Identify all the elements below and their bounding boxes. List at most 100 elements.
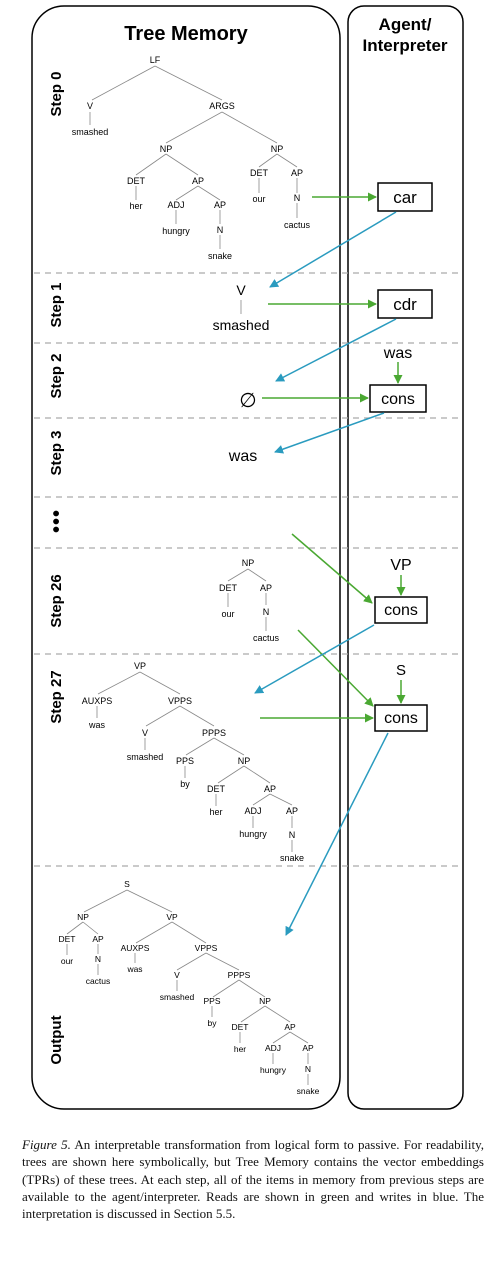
tree-step26: NP DET our AP N cactus <box>219 558 280 643</box>
node-n: N <box>95 954 101 964</box>
node-ap: AP <box>192 176 204 186</box>
leaf-our: our <box>61 956 73 966</box>
node-v: V <box>236 282 246 298</box>
op-label-cons: cons <box>381 391 415 408</box>
node-pps: PPS <box>176 756 194 766</box>
empty-set-symbol: ∅ <box>239 390 256 412</box>
write-arrow <box>254 624 375 694</box>
node-adj: ADJ <box>167 200 184 210</box>
write-arrows <box>254 211 397 936</box>
node-det: DET <box>232 1022 249 1032</box>
leaf-by: by <box>208 1018 218 1028</box>
caption-text: An interpretable transformation from log… <box>22 1137 484 1222</box>
leaf-hungry: hungry <box>162 226 190 236</box>
node-np: NP <box>259 996 271 1006</box>
op-box-car: car <box>377 182 433 212</box>
leaf-cactus: cactus <box>284 220 311 230</box>
leaf-our: our <box>221 609 234 619</box>
op-box-cons-2: cons <box>374 596 428 624</box>
node-ppps: PPPS <box>228 970 251 980</box>
figure-caption: Figure 5. An interpretable transformatio… <box>22 1136 484 1222</box>
leaf-smashed: smashed <box>213 317 270 333</box>
leaf-snake: snake <box>297 1086 320 1096</box>
leaf-snake: snake <box>280 853 304 863</box>
node-vpps: VPPS <box>195 943 218 953</box>
node-auxps: AUXPS <box>82 696 113 706</box>
node-n: N <box>305 1064 311 1074</box>
leaf-hungry: hungry <box>239 829 267 839</box>
step-label-27: Step 27 <box>48 670 65 723</box>
node-vp: VP <box>166 912 178 922</box>
node-vpps: VPPS <box>168 696 192 706</box>
tree-step0: LF V smashed ARGS NP DET her AP ADJ hung… <box>72 55 311 261</box>
node-np: NP <box>242 558 255 568</box>
leaf-was: was <box>126 964 142 974</box>
node-lf: LF <box>150 55 161 65</box>
tree-step27: VP AUXPS was VPPS V smashed PPPS PPS by … <box>82 661 304 863</box>
node-ap: AP <box>302 1043 314 1053</box>
step-label-26: Step 26 <box>48 574 65 627</box>
step-label-0: Step 0 <box>48 71 65 116</box>
node-adj: ADJ <box>265 1043 281 1053</box>
step-labels: Step 0 Step 1 Step 2 Step 3 ••• Step 26 … <box>46 71 68 1064</box>
node-ap: AP <box>214 200 226 210</box>
node-det: DET <box>59 934 76 944</box>
tree-memory-title: Tree Memory <box>124 23 248 45</box>
leaf-smashed: smashed <box>72 127 109 137</box>
node-v: V <box>174 970 180 980</box>
op-label-car: car <box>393 188 417 207</box>
memory-step3-was: was <box>228 448 257 465</box>
read-arrows <box>260 192 406 723</box>
read-arrow <box>297 629 374 707</box>
write-arrow <box>269 211 397 288</box>
node-ap: AP <box>284 1022 296 1032</box>
leaf-our: our <box>252 194 265 204</box>
node-np: NP <box>238 756 251 766</box>
leaf-smashed: smashed <box>160 992 195 1002</box>
node-v: V <box>87 101 93 111</box>
node-n: N <box>217 225 224 235</box>
node-np: NP <box>160 144 173 154</box>
write-arrow <box>285 732 389 936</box>
node-np: NP <box>77 912 89 922</box>
node-n: N <box>294 193 301 203</box>
node-det: DET <box>250 168 269 178</box>
node-det: DET <box>127 176 146 186</box>
leaf-her: her <box>129 201 142 211</box>
leaf-hungry: hungry <box>260 1065 287 1075</box>
op-label-cons: cons <box>384 710 418 727</box>
leaf-her: her <box>209 807 222 817</box>
node-s: S <box>124 879 130 889</box>
step-label-output: Output <box>48 1015 65 1064</box>
op-box-cdr: cdr <box>377 289 433 319</box>
write-arrow <box>274 412 385 454</box>
node-ap: AP <box>291 168 303 178</box>
leaf-cactus: cactus <box>86 976 111 986</box>
node-ap: AP <box>260 583 272 593</box>
node-vp: VP <box>134 661 146 671</box>
agent-interpreter-panel <box>347 5 464 1110</box>
operand-s: S <box>396 662 406 679</box>
node-auxps: AUXPS <box>121 943 150 953</box>
node-adj: ADJ <box>244 806 261 816</box>
node-n: N <box>289 830 296 840</box>
leaf-smashed: smashed <box>127 752 164 762</box>
node-ap: AP <box>92 934 104 944</box>
node-args: ARGS <box>209 101 235 111</box>
leaf-snake: snake <box>208 251 232 261</box>
memory-step1: V smashed <box>213 282 270 333</box>
node-ppps: PPPS <box>202 728 226 738</box>
node-n: N <box>263 607 270 617</box>
node-det: DET <box>207 784 226 794</box>
step-label-2: Step 2 <box>48 353 65 398</box>
node-np: NP <box>271 144 284 154</box>
op-label-cdr: cdr <box>393 295 417 314</box>
operand-vp: VP <box>390 557 411 574</box>
node-v: V <box>142 728 148 738</box>
tree-memory-panel <box>31 5 341 1110</box>
tree-output: S NP DET our AP N cactus VP AUXPS was VP… <box>59 879 320 1096</box>
node-det: DET <box>219 583 238 593</box>
node-pps: PPS <box>203 996 220 1006</box>
node-ap: AP <box>264 784 276 794</box>
op-box-cons-1: cons <box>369 384 427 413</box>
